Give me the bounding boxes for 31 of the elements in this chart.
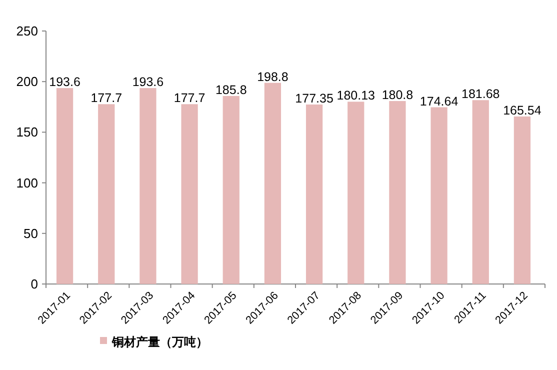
data-label: 180.8 [382,88,414,102]
bar [306,104,323,284]
y-tick-label: 100 [16,175,38,190]
data-label: 198.8 [257,70,288,84]
y-tick-label: 150 [16,124,38,140]
data-label: 181.68 [462,87,500,102]
bar [98,104,115,284]
bar [222,96,240,284]
legend-label: 铜材产量（万吨） [111,335,208,349]
data-label: 177.35 [295,92,334,106]
y-tick-label: 250 [16,24,38,38]
y-tick-label: 200 [16,74,38,90]
bar [348,102,364,284]
bar [472,100,489,284]
data-label: 174.64 [420,94,458,108]
bar [140,88,156,284]
bar [264,82,282,284]
bar [181,104,198,284]
data-label: 193.6 [132,75,164,90]
data-label: 180.13 [336,88,376,103]
data-label: 177.7 [90,91,122,106]
bar [514,116,531,284]
bar [430,107,448,284]
data-label: 185.8 [215,82,247,97]
bar [56,88,74,284]
data-label: 177.7 [174,91,206,106]
bar [389,101,406,284]
y-tick-label: 0 [30,276,38,292]
data-label: 165.54 [503,103,542,118]
data-label: 193.6 [49,75,80,90]
y-tick-label: 50 [24,226,38,241]
